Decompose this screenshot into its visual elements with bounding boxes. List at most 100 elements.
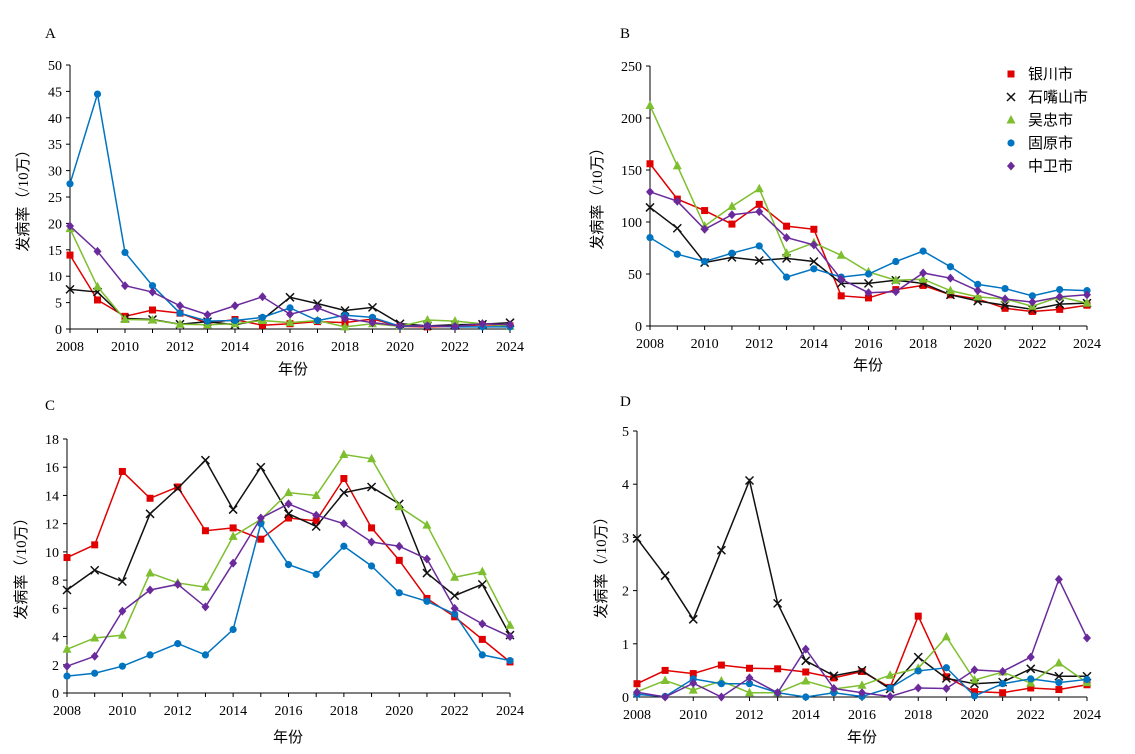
data-point <box>450 603 459 613</box>
y-axis-title: 发病率（/10万） <box>589 140 606 249</box>
data-point <box>174 640 182 648</box>
data-point <box>886 691 895 701</box>
data-point <box>285 514 292 522</box>
y-tick-label: 8 <box>52 574 59 589</box>
x-tick-label: 2018 <box>909 337 937 352</box>
data-point <box>90 651 99 661</box>
data-point <box>632 533 642 543</box>
data-point <box>368 524 376 532</box>
data-point <box>145 568 155 577</box>
data-point <box>93 90 102 98</box>
data-point <box>93 281 102 291</box>
data-point <box>745 680 754 688</box>
data-point <box>837 274 846 284</box>
x-tick-label: 2008 <box>636 337 664 352</box>
data-point <box>660 571 670 581</box>
panel-d: D 发病率（/10万） 年份 0 1 2 3 4 5 2008 2010 2012 2014 201… <box>593 394 1101 746</box>
series-5 <box>646 187 1091 307</box>
data-point <box>1083 633 1091 643</box>
data-point <box>1027 684 1035 692</box>
data-point <box>200 455 210 465</box>
data-point <box>914 667 922 675</box>
data-point <box>970 665 979 675</box>
x-tick-label: 2020 <box>385 704 413 719</box>
x-tick-label: 2012 <box>166 340 194 355</box>
x-tick-label: 2010 <box>108 704 136 719</box>
data-point <box>728 249 736 257</box>
data-point <box>63 672 71 680</box>
data-point <box>229 524 237 532</box>
data-point <box>90 632 100 642</box>
data-point <box>367 302 378 312</box>
data-point <box>284 487 293 497</box>
panel-letter: A <box>45 26 56 42</box>
data-point <box>146 494 154 502</box>
series-line <box>649 236 1088 297</box>
data-point <box>999 689 1007 697</box>
series-5 <box>66 221 514 331</box>
data-point <box>91 541 99 549</box>
data-point <box>368 313 377 321</box>
legend-marker <box>1006 115 1016 124</box>
data-point <box>505 620 515 629</box>
data-point <box>285 317 295 327</box>
x-axis-title: 年份 <box>853 357 883 374</box>
data-point <box>312 517 320 525</box>
data-point <box>367 537 376 547</box>
data-point <box>660 675 670 685</box>
data-point <box>313 316 322 325</box>
data-point <box>477 566 487 576</box>
data-point <box>773 598 783 608</box>
data-point <box>717 680 725 688</box>
x-axis-title: 年份 <box>278 361 308 378</box>
data-point <box>1055 679 1063 687</box>
data-point <box>688 685 698 694</box>
data-point <box>688 614 698 624</box>
data-point <box>942 673 950 681</box>
data-point <box>367 482 377 492</box>
data-point <box>746 664 753 672</box>
y-tick-label: 5 <box>55 297 62 312</box>
data-point <box>146 651 154 659</box>
data-point <box>66 251 74 259</box>
series-5 <box>633 574 1091 702</box>
y-tick-label: 6 <box>52 602 59 617</box>
data-point <box>782 248 792 257</box>
data-point <box>91 669 99 677</box>
y-tick-label: 18 <box>45 433 59 448</box>
data-point <box>339 449 349 459</box>
data-point <box>716 545 726 555</box>
data-point <box>809 240 818 250</box>
data-point <box>646 234 654 242</box>
data-point <box>117 576 127 587</box>
data-point <box>311 490 321 499</box>
data-point <box>477 579 487 589</box>
data-point <box>450 316 460 325</box>
legend-item: 中卫市 <box>1007 158 1073 175</box>
data-point <box>450 591 460 601</box>
y-tick-label: 150 <box>621 164 642 179</box>
data-point <box>368 318 377 328</box>
data-point <box>121 281 129 291</box>
data-point <box>783 222 791 230</box>
data-point <box>689 678 698 688</box>
data-point <box>1082 298 1092 307</box>
data-point <box>394 501 404 511</box>
data-point <box>422 568 432 578</box>
x-tick-label: 2022 <box>1018 337 1046 352</box>
data-point <box>175 319 185 328</box>
data-point <box>149 306 156 314</box>
data-point <box>971 688 978 696</box>
x-tick-label: 2008 <box>53 704 81 719</box>
data-point <box>661 692 670 702</box>
y-tick-label: 25 <box>48 191 62 206</box>
y-tick-label: 12 <box>45 518 59 533</box>
data-point <box>148 315 157 324</box>
x-tick-label: 2020 <box>964 337 992 352</box>
y-tick-label: 50 <box>48 59 62 74</box>
data-point <box>802 668 810 676</box>
series-4 <box>646 234 1091 300</box>
series-3 <box>62 449 515 653</box>
data-point <box>66 180 74 188</box>
data-point <box>941 631 951 641</box>
